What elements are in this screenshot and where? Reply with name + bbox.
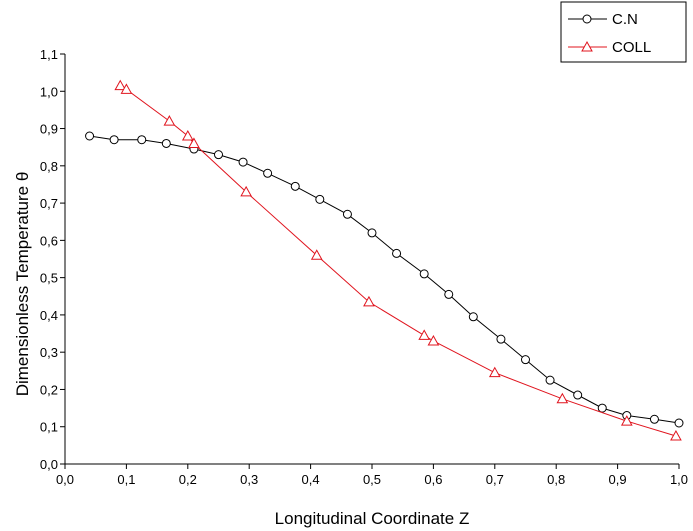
x-tick-label: 0,0 xyxy=(56,472,74,487)
data-point xyxy=(137,135,147,145)
data-point xyxy=(674,418,684,428)
data-point xyxy=(363,295,375,307)
data-point xyxy=(290,181,300,191)
legend-box xyxy=(560,1,687,63)
y-tick-label: 1,0 xyxy=(40,84,58,99)
legend-marker-coll xyxy=(581,40,593,52)
data-point xyxy=(263,168,273,178)
data-point xyxy=(161,138,171,148)
x-tick-label: 0,1 xyxy=(117,472,135,487)
data-point xyxy=(444,289,454,299)
data-point xyxy=(620,415,633,426)
data-point xyxy=(342,209,352,219)
data-point xyxy=(120,83,133,94)
data-point xyxy=(114,79,127,91)
data-point xyxy=(181,129,194,141)
data-point xyxy=(488,366,501,378)
y-tick-label: 1,1 xyxy=(40,47,58,62)
data-point xyxy=(163,115,176,126)
series-line xyxy=(89,135,680,424)
data-point xyxy=(573,390,583,400)
x-axis-ticks: 0,0 0,1 0,2 0,3 0,4 0,5 0,6 0,7 0,8 0,9 1,0 xyxy=(56,464,688,487)
y-tick-label: 0,8 xyxy=(40,159,58,174)
data-point xyxy=(521,355,530,365)
y-tick-label: 0,5 xyxy=(40,271,58,286)
x-tick-label: 0,4 xyxy=(302,472,320,487)
data-point xyxy=(214,150,223,160)
data-point xyxy=(392,248,402,258)
axes xyxy=(64,54,679,465)
x-tick-label: 1,0 xyxy=(670,472,688,487)
data-point xyxy=(310,249,323,260)
data-point xyxy=(496,334,506,344)
legend-label-coll: COLL xyxy=(612,39,651,56)
data-point xyxy=(238,157,248,167)
legend-item-coll: COLL xyxy=(568,39,651,56)
y-tick-label: 0,9 xyxy=(40,122,58,137)
legend-item-cn: C.N xyxy=(568,11,638,28)
x-tick-label: 0,2 xyxy=(179,472,197,487)
x-tick-label: 0,8 xyxy=(547,472,565,487)
x-axis-title: Longitudinal Coordinate Z xyxy=(275,509,470,528)
data-point xyxy=(670,430,682,441)
data-point xyxy=(556,392,569,404)
data-point xyxy=(240,185,252,197)
data-point xyxy=(367,228,377,238)
y-tick-label: 0,7 xyxy=(40,196,58,211)
y-tick-label: 0,4 xyxy=(40,308,58,323)
data-point xyxy=(545,375,555,385)
x-tick-label: 0,7 xyxy=(486,472,504,487)
series-layer xyxy=(85,79,684,441)
data-point xyxy=(109,135,119,145)
data-point xyxy=(418,329,431,340)
x-tick-label: 0,5 xyxy=(363,472,381,487)
data-point xyxy=(315,194,325,204)
x-tick-label: 0,9 xyxy=(609,472,627,487)
y-tick-label: 0,6 xyxy=(40,233,58,248)
y-tick-label: 0,2 xyxy=(40,382,58,397)
legend-label-cn: C.N xyxy=(612,11,638,28)
data-point xyxy=(649,414,659,424)
y-tick-label: 0,0 xyxy=(40,457,58,472)
legend: C.N COLL xyxy=(560,1,687,63)
legend-marker-cn xyxy=(582,14,592,24)
data-point xyxy=(85,131,95,141)
data-point xyxy=(468,312,478,322)
y-tick-label: 0,3 xyxy=(40,345,58,360)
y-tick-label: 0,1 xyxy=(40,420,58,435)
data-point xyxy=(188,137,200,148)
series-c-n xyxy=(85,131,684,428)
series-coll xyxy=(114,79,682,441)
data-point xyxy=(427,334,440,346)
data-point xyxy=(597,403,607,413)
data-point xyxy=(419,269,429,279)
x-tick-label: 0,6 xyxy=(424,472,442,487)
x-tick-label: 0,3 xyxy=(240,472,258,487)
series-line xyxy=(120,85,677,437)
y-axis-title: Dimensionless Temperature θ xyxy=(13,172,32,397)
y-axis-ticks: 0,0 0,1 0,2 0,3 0,4 0,5 0,6 0,7 0,8 0,9 1,0 1,1 xyxy=(40,47,65,472)
